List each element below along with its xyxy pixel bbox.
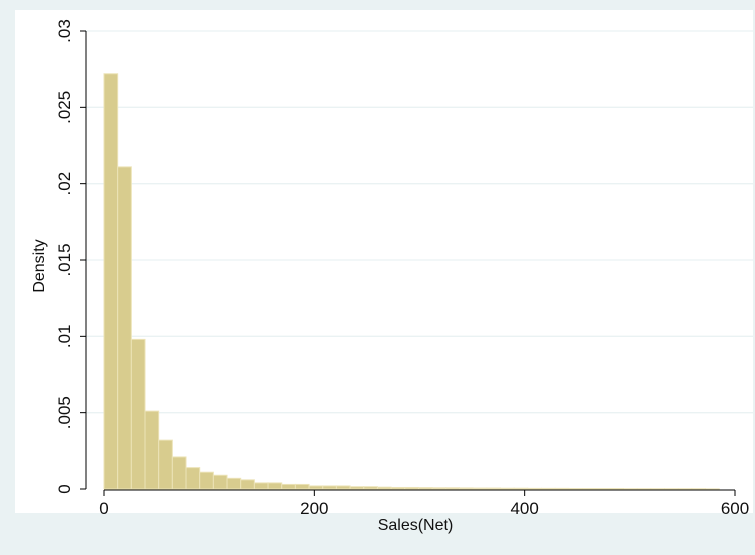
histogram-bar-8 bbox=[212, 474, 228, 490]
histogram-bar-2 bbox=[130, 338, 146, 490]
histogram-bar-27 bbox=[472, 487, 488, 490]
histogram-bar-6 bbox=[185, 467, 201, 490]
y-tick-label-0: 0 bbox=[55, 484, 74, 493]
histogram-bar-31 bbox=[527, 487, 542, 490]
histogram-bar-7 bbox=[199, 471, 214, 490]
y-tick-label-6: .03 bbox=[55, 19, 74, 43]
histogram-bar-1 bbox=[117, 166, 132, 490]
y-tick-label-4: .02 bbox=[55, 172, 74, 196]
histogram-bar-21 bbox=[390, 486, 406, 490]
histogram-bar-4 bbox=[158, 439, 173, 490]
histogram-bar-13 bbox=[281, 483, 296, 490]
histogram-bar-26 bbox=[458, 487, 474, 490]
histogram-bar-9 bbox=[226, 477, 242, 490]
y-tick-label-2: .01 bbox=[55, 325, 74, 349]
y-axis-title: Density bbox=[31, 239, 48, 292]
histogram-bar-0 bbox=[103, 73, 119, 490]
histogram-bar-22 bbox=[404, 486, 419, 490]
x-tick-label-0: 0 bbox=[99, 499, 108, 518]
histogram-bar-20 bbox=[376, 486, 392, 490]
histogram-bar-15 bbox=[308, 485, 324, 490]
ticks: 0 .005 .01 .015 .02 .025 .03 0 200 400 600 bbox=[55, 19, 749, 518]
bars bbox=[103, 73, 720, 490]
histogram-bar-18 bbox=[349, 486, 365, 490]
x-tick-label-2: 400 bbox=[510, 499, 538, 518]
histogram-bar-17 bbox=[335, 485, 351, 490]
histogram-bar-24 bbox=[431, 487, 447, 490]
x-tick-label-1: 200 bbox=[300, 499, 328, 518]
y-tick-label-3: .015 bbox=[55, 243, 74, 276]
histogram-bar-11 bbox=[253, 482, 269, 490]
histogram-bar-12 bbox=[267, 482, 283, 490]
histogram-bar-10 bbox=[240, 479, 255, 490]
histogram-bar-14 bbox=[294, 483, 310, 490]
histogram-bar-30 bbox=[513, 487, 529, 490]
histogram-bar-29 bbox=[499, 487, 515, 490]
histogram-bar-25 bbox=[445, 487, 460, 490]
histogram-bar-5 bbox=[171, 456, 187, 490]
y-tick-label-5: .025 bbox=[55, 91, 74, 124]
histogram-bar-23 bbox=[417, 487, 433, 490]
histogram-bar-28 bbox=[486, 487, 501, 490]
x-tick-label-3: 600 bbox=[721, 499, 749, 518]
histogram-bar-3 bbox=[144, 410, 160, 490]
gridlines bbox=[86, 30, 753, 414]
histogram-bar-19 bbox=[363, 486, 378, 490]
histogram-bar-32 bbox=[540, 487, 556, 490]
histogram-bar-33 bbox=[554, 487, 570, 490]
x-axis-title: Sales(Net) bbox=[378, 517, 454, 534]
histogram-bar-16 bbox=[322, 485, 337, 490]
y-tick-label-1: .005 bbox=[55, 396, 74, 429]
